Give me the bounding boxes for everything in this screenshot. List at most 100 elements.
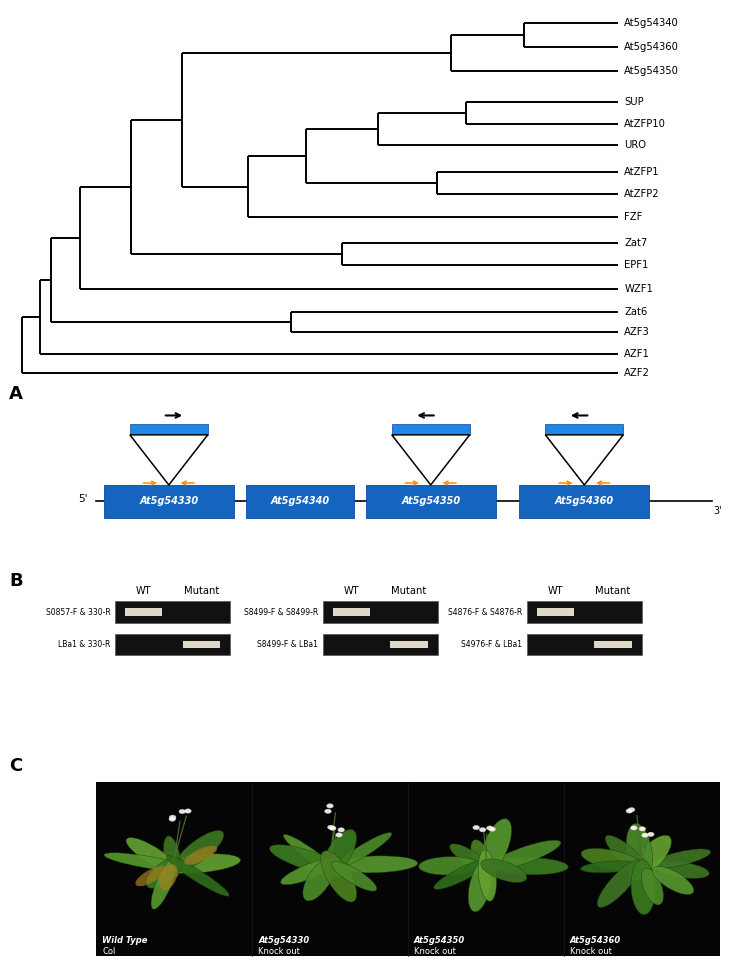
Ellipse shape bbox=[269, 845, 345, 875]
Ellipse shape bbox=[481, 859, 527, 883]
Text: S4876-F & S4876-R: S4876-F & S4876-R bbox=[448, 608, 522, 617]
Text: LBa1 & 330-R: LBa1 & 330-R bbox=[58, 640, 111, 650]
Ellipse shape bbox=[641, 868, 663, 905]
Ellipse shape bbox=[471, 840, 492, 874]
Text: At5g54350: At5g54350 bbox=[401, 497, 460, 506]
Text: At5g54340: At5g54340 bbox=[271, 497, 329, 506]
Bar bbox=[183, 641, 220, 649]
Text: Knock out: Knock out bbox=[414, 947, 456, 956]
Text: URO: URO bbox=[624, 140, 646, 150]
Text: S4976-F & LBa1: S4976-F & LBa1 bbox=[462, 640, 522, 650]
Text: Col: Col bbox=[102, 947, 116, 956]
Ellipse shape bbox=[418, 857, 479, 875]
Ellipse shape bbox=[159, 854, 240, 873]
Ellipse shape bbox=[487, 840, 561, 870]
Text: At5g54340: At5g54340 bbox=[624, 18, 679, 28]
Ellipse shape bbox=[333, 856, 418, 873]
Ellipse shape bbox=[166, 856, 229, 896]
Bar bbox=[115, 601, 230, 622]
Text: Zat6: Zat6 bbox=[624, 308, 648, 318]
Bar bbox=[246, 485, 354, 518]
Bar bbox=[125, 608, 162, 616]
Circle shape bbox=[169, 815, 176, 820]
Text: B: B bbox=[9, 572, 22, 590]
Polygon shape bbox=[130, 435, 208, 485]
Circle shape bbox=[185, 809, 191, 813]
Ellipse shape bbox=[626, 824, 652, 880]
Text: WT: WT bbox=[344, 586, 359, 595]
Ellipse shape bbox=[468, 861, 492, 912]
Text: 3': 3' bbox=[714, 506, 723, 516]
Ellipse shape bbox=[655, 862, 709, 878]
Ellipse shape bbox=[450, 844, 490, 871]
Text: At5g54360: At5g54360 bbox=[624, 42, 679, 52]
Circle shape bbox=[473, 826, 479, 830]
Circle shape bbox=[642, 833, 649, 837]
Ellipse shape bbox=[631, 860, 655, 915]
Ellipse shape bbox=[283, 834, 341, 877]
Polygon shape bbox=[545, 435, 623, 485]
Ellipse shape bbox=[135, 866, 166, 887]
Text: WT: WT bbox=[136, 586, 151, 595]
Text: Zat7: Zat7 bbox=[624, 238, 648, 249]
Circle shape bbox=[325, 809, 332, 813]
Ellipse shape bbox=[163, 836, 180, 877]
Text: WZF1: WZF1 bbox=[624, 284, 653, 293]
Bar bbox=[366, 485, 496, 518]
Text: Mutant: Mutant bbox=[183, 586, 219, 595]
Text: At5g54330: At5g54330 bbox=[258, 936, 309, 945]
Ellipse shape bbox=[481, 819, 511, 872]
Text: AZF3: AZF3 bbox=[624, 326, 650, 337]
Ellipse shape bbox=[335, 832, 392, 868]
Circle shape bbox=[338, 828, 344, 832]
Bar bbox=[594, 641, 631, 649]
Bar bbox=[323, 634, 438, 655]
Bar bbox=[130, 424, 208, 435]
Ellipse shape bbox=[331, 862, 377, 892]
Text: S8499-F & LBa1: S8499-F & LBa1 bbox=[257, 640, 318, 650]
Bar bbox=[323, 601, 438, 622]
Text: AtZFP10: AtZFP10 bbox=[624, 119, 666, 129]
Bar bbox=[392, 424, 470, 435]
Ellipse shape bbox=[580, 861, 640, 873]
Ellipse shape bbox=[303, 858, 335, 901]
Bar bbox=[519, 485, 649, 518]
Text: C: C bbox=[9, 757, 22, 775]
Bar bbox=[527, 601, 642, 622]
Text: AtZFP1: AtZFP1 bbox=[624, 167, 660, 177]
Text: EPF1: EPF1 bbox=[624, 260, 649, 270]
Text: At5g54360: At5g54360 bbox=[570, 936, 621, 945]
Circle shape bbox=[335, 832, 342, 837]
Text: At5g54350: At5g54350 bbox=[414, 936, 465, 945]
Bar bbox=[537, 608, 574, 616]
Circle shape bbox=[326, 803, 333, 808]
Ellipse shape bbox=[597, 860, 642, 908]
Bar bbox=[545, 424, 623, 435]
Ellipse shape bbox=[160, 864, 177, 891]
Circle shape bbox=[639, 827, 646, 832]
Text: Knock out: Knock out bbox=[258, 947, 300, 956]
Bar bbox=[333, 608, 370, 616]
Text: S8499-F & S8499-R: S8499-F & S8499-R bbox=[244, 608, 318, 617]
Text: At5g54350: At5g54350 bbox=[624, 66, 679, 76]
Text: Knock out: Knock out bbox=[570, 947, 611, 956]
Text: A: A bbox=[9, 385, 23, 404]
Circle shape bbox=[487, 826, 493, 831]
Text: At5g54360: At5g54360 bbox=[555, 497, 614, 506]
Ellipse shape bbox=[581, 848, 645, 872]
Text: FZF: FZF bbox=[624, 213, 643, 223]
Circle shape bbox=[626, 809, 633, 813]
Bar bbox=[96, 782, 720, 956]
Polygon shape bbox=[392, 435, 470, 485]
Ellipse shape bbox=[434, 859, 490, 890]
Circle shape bbox=[329, 826, 336, 831]
Ellipse shape bbox=[629, 835, 672, 880]
Circle shape bbox=[169, 817, 176, 821]
Ellipse shape bbox=[489, 858, 568, 875]
Ellipse shape bbox=[104, 853, 188, 871]
Ellipse shape bbox=[126, 837, 177, 871]
Text: SUP: SUP bbox=[624, 98, 644, 107]
Text: WT: WT bbox=[548, 586, 563, 595]
Text: S0857-F & 330-R: S0857-F & 330-R bbox=[46, 608, 111, 617]
Ellipse shape bbox=[146, 858, 182, 889]
